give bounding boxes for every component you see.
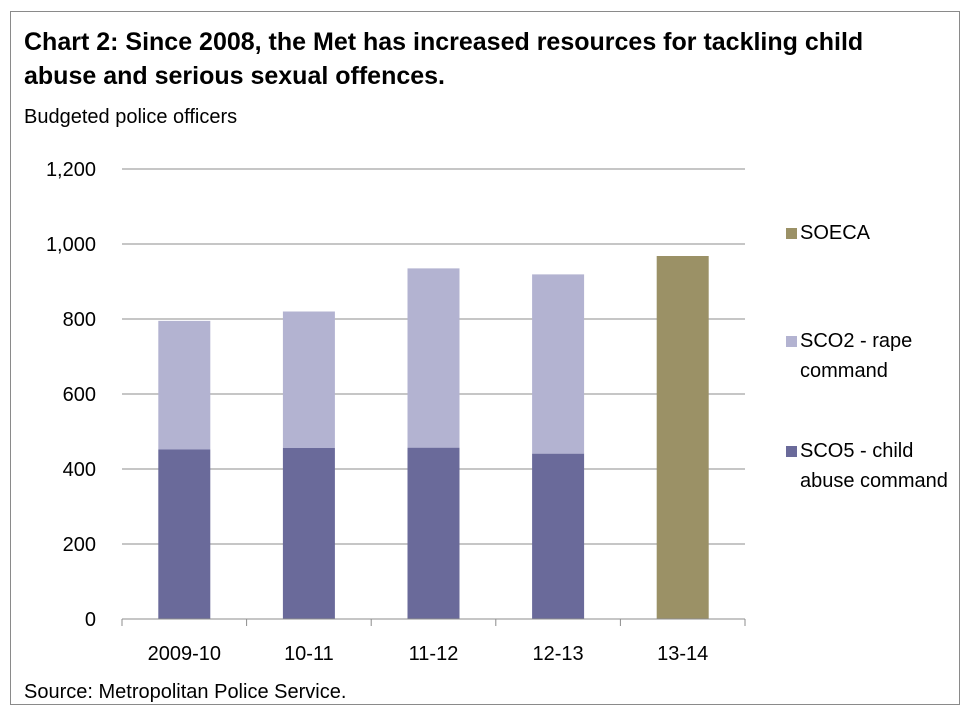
x-tick-label: 12-13 — [533, 643, 584, 665]
x-axis-tick-labels: 2009-10 10-11 11-12 12-13 13-14 — [148, 643, 709, 665]
y-tick-label: 800 — [63, 309, 96, 331]
y-tick-label: 200 — [63, 534, 96, 556]
bar-sco5-12-13 — [532, 453, 585, 619]
x-tick-label: 2009-10 — [148, 643, 221, 665]
legend: SOECA SCO2 - rape command SCO5 - child a… — [786, 0, 956, 700]
y-tick-label: 0 — [85, 609, 96, 631]
bar-sco2-10-11 — [282, 311, 335, 448]
bar-soeca-13-14 — [656, 256, 709, 619]
x-tick-label: 11-12 — [409, 643, 459, 665]
y-axis-tick-labels: 0 200 400 600 800 1,000 1,200 — [46, 159, 96, 631]
legend-label-sco5: SCO5 - child abuse command — [800, 440, 948, 492]
bar-sco2-11-12 — [407, 268, 460, 448]
bar-sco5-10-11 — [282, 448, 335, 619]
chart-title: Chart 2: Since 2008, the Met has increas… — [24, 28, 864, 90]
chart-source: Source: Metropolitan Police Service. — [24, 681, 347, 703]
x-tick-label: 13-14 — [657, 643, 708, 665]
legend-label-sco2: SCO2 - rape command — [800, 330, 913, 382]
y-tick-label: 600 — [63, 384, 96, 406]
bar-sco2-12-13 — [532, 274, 585, 454]
y-tick-label: 1,000 — [46, 234, 96, 256]
y-tick-label: 1,200 — [46, 159, 96, 181]
x-axis — [121, 618, 746, 626]
legend-swatch-sco2 — [786, 336, 797, 347]
legend-label-soeca: SOECA — [800, 222, 871, 244]
bar-sco5-11-12 — [407, 447, 460, 619]
bar-sco5-2009-10 — [158, 449, 211, 619]
x-tick-label: 10-11 — [284, 643, 334, 665]
bars — [158, 256, 709, 619]
y-tick-label: 400 — [63, 459, 96, 481]
legend-swatch-sco5 — [786, 446, 797, 457]
bar-sco2-2009-10 — [158, 320, 211, 450]
chart-subtitle: Budgeted police officers — [24, 106, 238, 128]
legend-swatch-soeca — [786, 228, 797, 239]
